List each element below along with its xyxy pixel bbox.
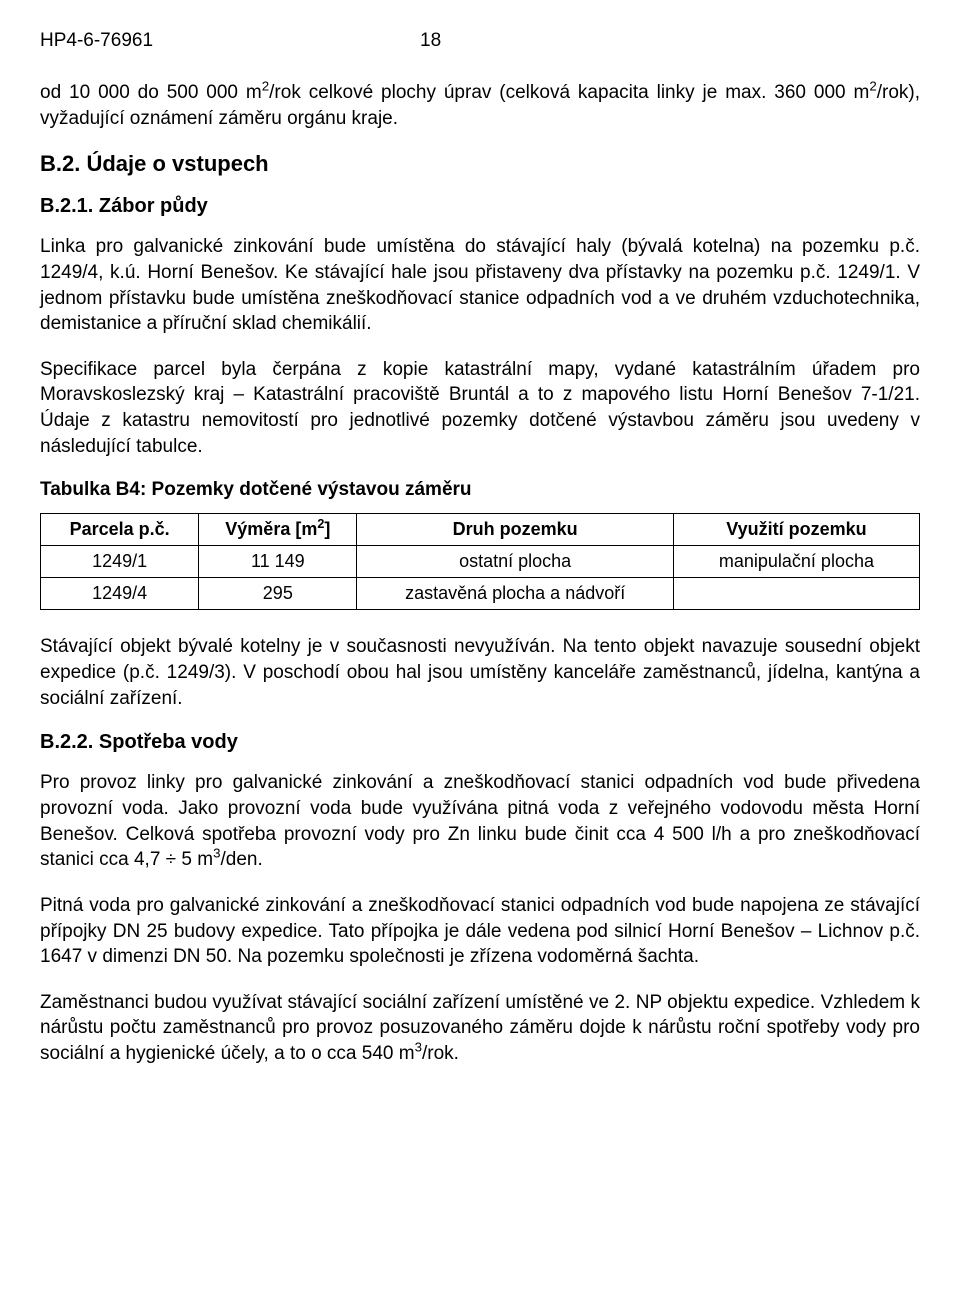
paragraph-intro: od 10 000 do 500 000 m2/rok celkové ploc… — [40, 80, 920, 131]
heading-b22: B.2.2. Spotřeba vody — [40, 731, 920, 754]
col-druh: Druh pozemku — [357, 514, 673, 546]
cell: 295 — [199, 578, 357, 610]
page-number: 18 — [420, 30, 441, 52]
paragraph-b21-1: Linka pro galvanické zinkování bude umís… — [40, 234, 920, 337]
table-header-row: Parcela p.č. Výměra [m2] Druh pozemku Vy… — [41, 514, 920, 546]
cell: 1249/1 — [41, 546, 199, 578]
table-row: 1249/4 295 zastavěná plocha a nádvoří — [41, 578, 920, 610]
heading-b2: B.2. Údaje o vstupech — [40, 151, 920, 177]
doc-id: HP4-6-76961 — [40, 30, 420, 52]
page-header: HP4-6-76961 18 — [40, 30, 920, 52]
table-b4: Parcela p.č. Výměra [m2] Druh pozemku Vy… — [40, 513, 920, 610]
paragraph-b22-3: Zaměstnanci budou využívat stávající soc… — [40, 990, 920, 1067]
col-vymera: Výměra [m2] — [199, 514, 357, 546]
document-page: HP4-6-76961 18 od 10 000 do 500 000 m2/r… — [0, 0, 960, 1127]
col-parcela: Parcela p.č. — [41, 514, 199, 546]
paragraph-b21-3: Stávající objekt bývalé kotelny je v sou… — [40, 634, 920, 711]
col-vyuziti: Využití pozemku — [673, 514, 919, 546]
cell: zastavěná plocha a nádvoří — [357, 578, 673, 610]
table-b4-caption: Tabulka B4: Pozemky dotčené výstavou zám… — [40, 479, 920, 501]
paragraph-b22-1: Pro provoz linky pro galvanické zinkován… — [40, 770, 920, 873]
cell: 1249/4 — [41, 578, 199, 610]
paragraph-b21-2: Specifikace parcel byla čerpána z kopie … — [40, 357, 920, 460]
heading-b21: B.2.1. Zábor půdy — [40, 195, 920, 218]
table-row: 1249/1 11 149 ostatní plocha manipulační… — [41, 546, 920, 578]
cell: ostatní plocha — [357, 546, 673, 578]
cell: 11 149 — [199, 546, 357, 578]
paragraph-b22-2: Pitná voda pro galvanické zinkování a zn… — [40, 893, 920, 970]
cell: manipulační plocha — [673, 546, 919, 578]
cell — [673, 578, 919, 610]
